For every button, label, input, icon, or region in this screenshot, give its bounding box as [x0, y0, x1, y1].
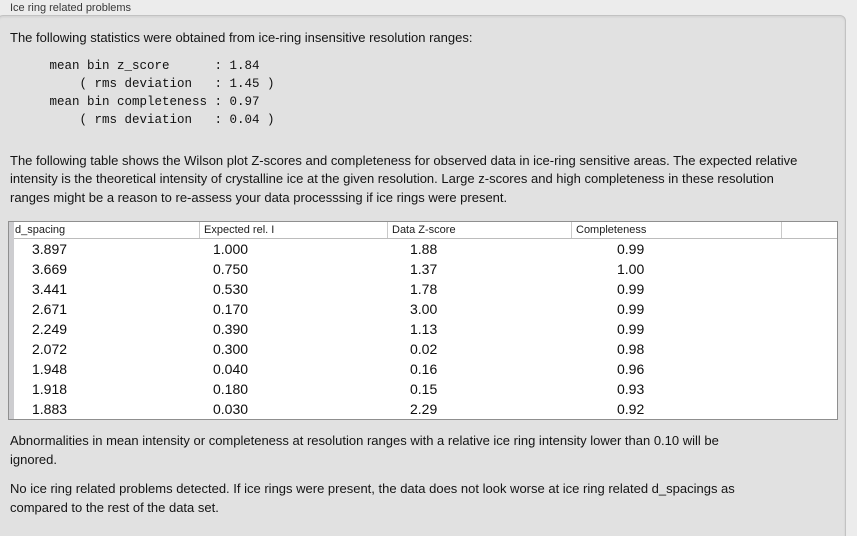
cell-data-z-score: 0.16 [410, 361, 438, 377]
table-row[interactable]: 3.669 0.750 1.37 1.00 [14, 259, 837, 279]
cell-expected-rel-i: 0.390 [213, 321, 249, 337]
column-header-expected-rel-i[interactable]: Expected rel. I [200, 222, 388, 238]
table-row[interactable]: 2.072 0.300 0.02 0.98 [14, 339, 837, 359]
cell-data-z-score: 0.15 [410, 381, 438, 397]
column-header-d-spacing[interactable]: d_spacing [14, 222, 200, 238]
cell-completeness: 0.98 [617, 341, 645, 357]
table-row[interactable]: 3.441 0.530 1.78 0.99 [14, 279, 837, 299]
cell-data-z-score: 0.02 [410, 341, 438, 357]
cell-d-spacing: 2.249 [32, 321, 68, 337]
column-header-data-z-score[interactable]: Data Z-score [388, 222, 572, 238]
cell-completeness: 1.00 [617, 261, 645, 277]
column-header-completeness[interactable]: Completeness [572, 222, 782, 238]
cell-completeness: 0.99 [617, 241, 645, 257]
cell-completeness: 0.96 [617, 361, 645, 377]
cell-data-z-score: 1.88 [410, 241, 438, 257]
conclusion-text: No ice ring related problems detected. I… [10, 481, 735, 515]
cell-d-spacing: 1.918 [32, 381, 68, 397]
stats-summary-block: mean bin z_score : 1.84 ( rms deviation … [49, 58, 275, 127]
table-row[interactable]: 1.948 0.040 0.16 0.96 [14, 359, 837, 379]
cell-expected-rel-i: 0.300 [213, 341, 249, 357]
cell-completeness: 0.99 [617, 321, 645, 337]
cell-data-z-score: 2.29 [410, 401, 438, 417]
cell-d-spacing: 3.669 [32, 261, 68, 277]
cell-completeness: 0.99 [617, 281, 645, 297]
cell-expected-rel-i: 0.040 [213, 361, 249, 377]
cell-completeness: 0.99 [617, 301, 645, 317]
table-row[interactable]: 1.883 0.030 2.29 0.92 [14, 399, 837, 419]
cell-d-spacing: 1.948 [32, 361, 68, 377]
cell-expected-rel-i: 0.030 [213, 401, 249, 417]
table-row[interactable]: 2.249 0.390 1.13 0.99 [14, 319, 837, 339]
table-row[interactable]: 1.918 0.180 0.15 0.93 [14, 379, 837, 399]
section-title: Ice ring related problems [10, 2, 132, 14]
cell-expected-rel-i: 0.180 [213, 381, 249, 397]
cell-expected-rel-i: 1.000 [213, 241, 249, 257]
ice-ring-table[interactable]: d_spacing Expected rel. I Data Z-score C… [8, 221, 838, 420]
cell-expected-rel-i: 0.750 [213, 261, 249, 277]
cell-expected-rel-i: 0.530 [213, 281, 249, 297]
table-left-gutter [9, 222, 14, 419]
abnormalities-note: Abnormalities in mean intensity or compl… [10, 433, 719, 467]
table-row[interactable]: 3.897 1.000 1.88 0.99 [14, 239, 837, 259]
cell-d-spacing: 3.897 [32, 241, 68, 257]
column-header-empty [782, 222, 837, 238]
cell-completeness: 0.92 [617, 401, 645, 417]
table-row[interactable]: 2.671 0.170 3.00 0.99 [14, 299, 837, 319]
cell-data-z-score: 1.13 [410, 321, 438, 337]
table-body: 3.897 1.000 1.88 0.99 3.669 0.750 1.37 1… [9, 239, 837, 419]
stats-intro-text: The following statistics were obtained f… [10, 30, 473, 45]
cell-expected-rel-i: 0.170 [213, 301, 249, 317]
cell-data-z-score: 1.37 [410, 261, 438, 277]
cell-data-z-score: 3.00 [410, 301, 438, 317]
ice-ring-report-panel: The following statistics were obtained f… [0, 15, 846, 536]
cell-d-spacing: 3.441 [32, 281, 68, 297]
table-header-row: d_spacing Expected rel. I Data Z-score C… [14, 222, 837, 239]
cell-completeness: 0.93 [617, 381, 645, 397]
table-intro-text: The following table shows the Wilson plo… [10, 152, 798, 205]
cell-d-spacing: 2.072 [32, 341, 68, 357]
cell-d-spacing: 1.883 [32, 401, 68, 417]
cell-d-spacing: 2.671 [32, 301, 68, 317]
cell-data-z-score: 1.78 [410, 281, 438, 297]
